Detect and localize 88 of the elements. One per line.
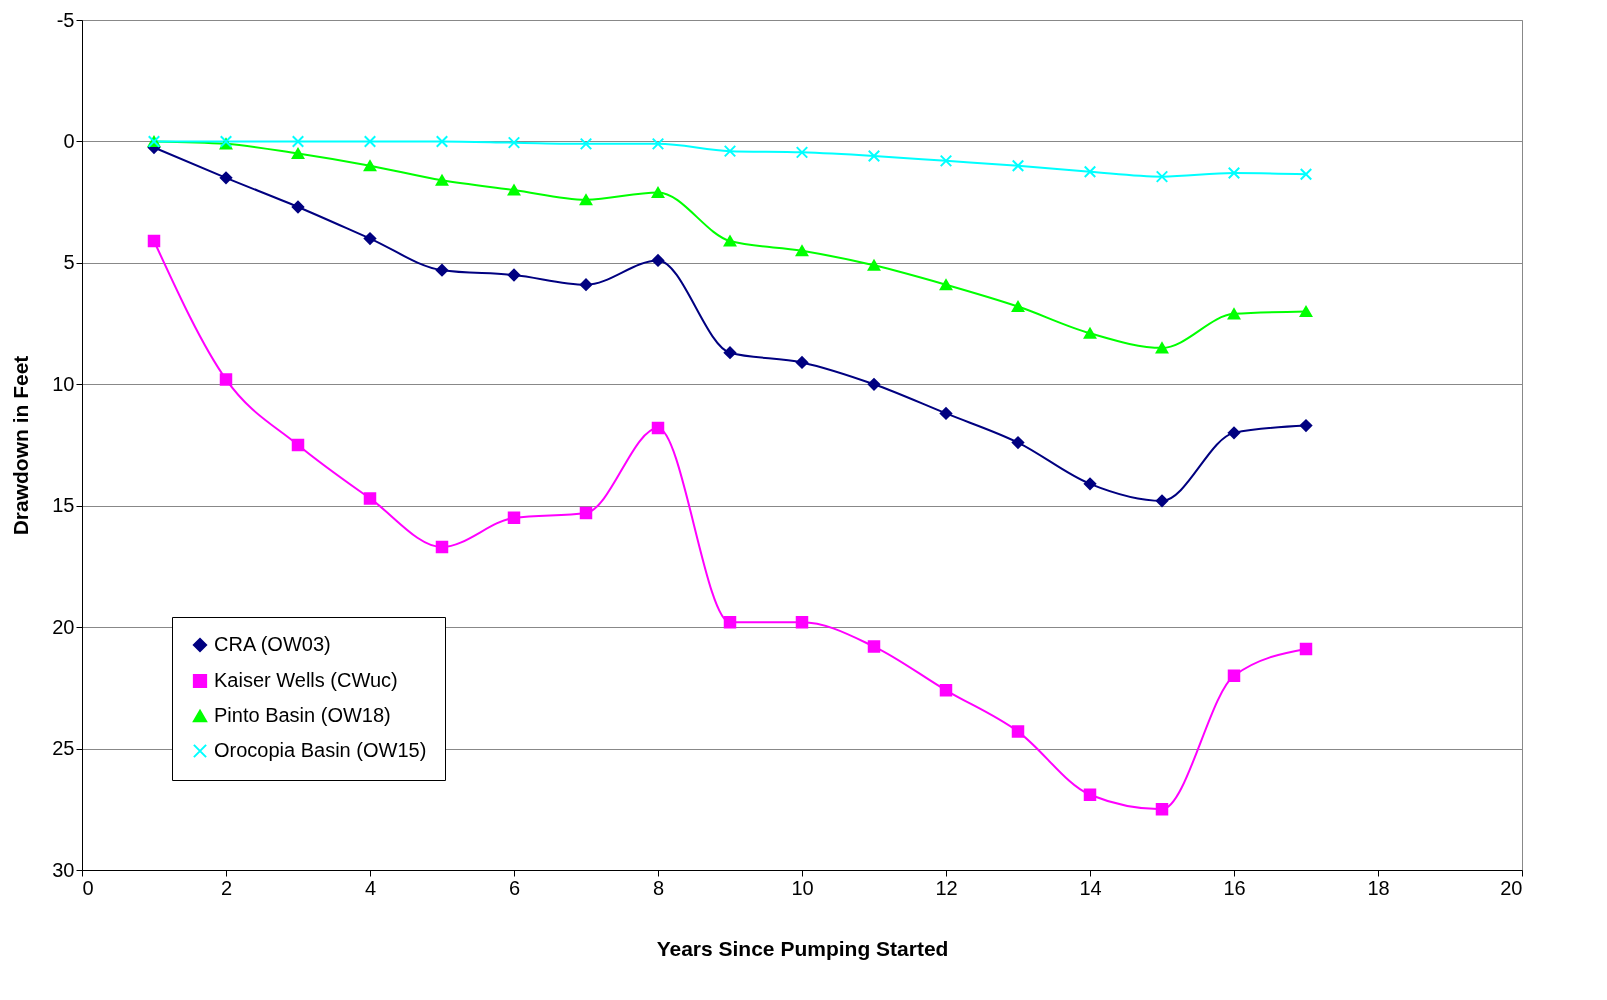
point [939, 279, 953, 291]
y-tick-label: 30 [52, 858, 75, 881]
point [1155, 170, 1169, 183]
y-tick-label: 5 [63, 251, 75, 274]
point [867, 149, 881, 163]
y-tick-label: -5 [56, 8, 75, 31]
point [795, 356, 809, 369]
y-tick-label: 0 [63, 129, 75, 152]
y-tick-label: 20 [52, 615, 75, 638]
point [435, 540, 449, 554]
point [219, 373, 233, 386]
point [1011, 159, 1025, 172]
point [1227, 669, 1241, 682]
point [723, 346, 737, 359]
point [723, 144, 737, 158]
point [1155, 803, 1169, 816]
point [1299, 642, 1313, 656]
point [579, 278, 593, 291]
x-tick-label: 6 [508, 876, 521, 899]
point [1299, 419, 1313, 432]
point [1299, 305, 1313, 317]
x-tick-label: 2 [220, 876, 233, 899]
point [1155, 494, 1169, 508]
point [939, 684, 953, 697]
point [651, 254, 665, 267]
point [291, 135, 305, 148]
point [1011, 301, 1025, 313]
point [507, 184, 521, 196]
legend-label: Kaiser Wells (CWuc) [214, 669, 398, 691]
point [1011, 725, 1025, 738]
legend-label: Pinto Basin (OW18) [214, 704, 391, 726]
point [291, 200, 305, 214]
point [435, 135, 449, 148]
point [1011, 436, 1025, 449]
point [723, 235, 737, 247]
point [795, 245, 809, 257]
point [1083, 327, 1097, 339]
point [363, 135, 377, 148]
point [363, 492, 377, 505]
point [795, 616, 809, 629]
point [579, 137, 593, 151]
point [1227, 426, 1241, 440]
y-tick-label: 10 [52, 372, 75, 395]
point [723, 616, 737, 629]
legend-label: CRA (OW03) [214, 633, 331, 655]
point [291, 438, 305, 452]
x-tick-label: 4 [364, 876, 377, 899]
point [1155, 342, 1169, 354]
point [579, 506, 593, 520]
x-tick-label: 18 [1367, 876, 1390, 899]
y-tick-label: 15 [52, 494, 75, 517]
x-tick-label: 8 [652, 876, 665, 899]
x-tick-label: 10 [791, 876, 814, 899]
point [435, 174, 449, 186]
point [939, 154, 953, 168]
point [507, 511, 521, 525]
point [1227, 166, 1241, 180]
y-tick-label: 25 [52, 737, 75, 760]
point [795, 146, 809, 159]
point [867, 640, 881, 653]
point [147, 234, 161, 248]
point [1083, 788, 1097, 801]
x-axis-title: Years Since Pumping Started [656, 936, 949, 960]
point [867, 259, 881, 271]
x-tick-label: 20 [1500, 876, 1523, 899]
point [435, 263, 449, 277]
point [1227, 308, 1241, 320]
legend-label: Orocopia Basin (OW15) [214, 739, 427, 761]
point [507, 136, 521, 149]
x-tick-label: 12 [935, 876, 958, 899]
point [363, 160, 377, 172]
point [651, 186, 665, 198]
point [867, 378, 881, 391]
y-axis-title: Drawdown in Feet [9, 355, 33, 536]
x-tick-label: 16 [1223, 876, 1246, 899]
x-tick-label: 0 [82, 876, 94, 899]
point [651, 421, 665, 435]
point [1083, 165, 1097, 179]
point [939, 407, 953, 420]
point [219, 171, 233, 185]
point [507, 268, 521, 282]
point [1083, 477, 1097, 491]
point [579, 194, 593, 206]
x-tick-label: 14 [1079, 876, 1102, 899]
point [363, 232, 377, 245]
point [1299, 167, 1313, 181]
point [291, 148, 305, 160]
point [651, 137, 665, 151]
